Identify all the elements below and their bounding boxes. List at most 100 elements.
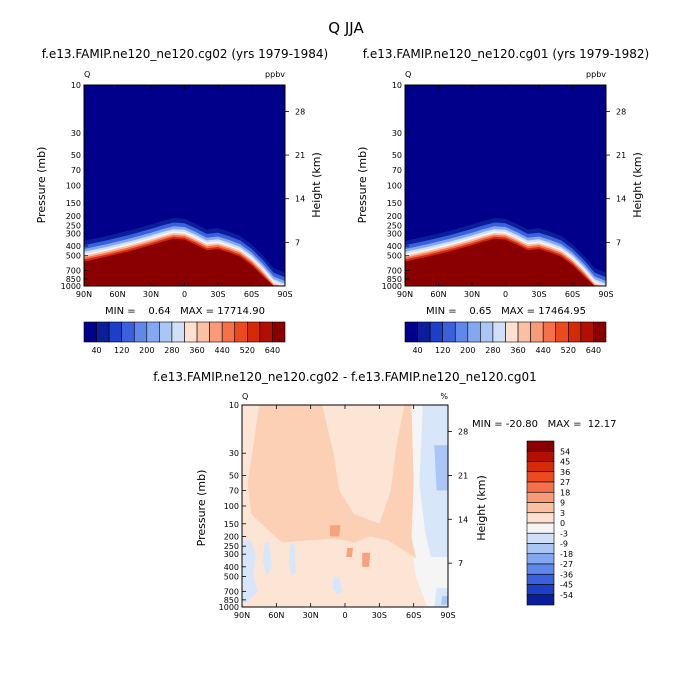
panel-diff-ytick-label: 150	[224, 520, 239, 529]
panel-a-ytick-label: 200	[66, 212, 81, 221]
panel-a-xtick-label: 90N	[76, 290, 92, 299]
panel-diff-colorbar-label: 18	[560, 488, 570, 497]
panel-b-ytick-label: 250	[387, 221, 402, 230]
panel-b-colorbar-swatch	[542, 321, 557, 343]
panel-diff-height-tick-label: 14	[458, 515, 468, 524]
panel-a-colorbar-label: 640	[265, 346, 280, 355]
panel-a-frame	[83, 84, 286, 287]
panel-diff-colorbar-swatch	[526, 491, 555, 503]
panel-a-xtick-label: 30S	[210, 290, 225, 299]
panel-diff-frame	[241, 404, 449, 608]
panel-b-xtick-label: 30S	[531, 290, 546, 299]
panel-b-ytick-label: 400	[387, 242, 402, 251]
panel-diff-contour-region	[288, 544, 296, 577]
panel-a-colorbar-label: 40	[91, 346, 101, 355]
panel-diff-ytick-label: 300	[224, 550, 239, 559]
panel-a-colorbar-label: 520	[240, 346, 255, 355]
panel-b-colorbar-swatch	[429, 321, 443, 343]
panel-b-ytick-label: 700	[387, 266, 402, 275]
panel-diff-colorbar-swatch	[526, 532, 555, 544]
panel-diff-contour-region	[262, 542, 272, 577]
panel-a-ytick-label: 400	[66, 242, 81, 251]
panel-a-ytick-label: 500	[66, 252, 81, 261]
panel-a-colorbar-label: 200	[139, 346, 154, 355]
panel-a-y2label: Height (km)	[310, 152, 323, 218]
panel-diff-colorbar-swatch	[526, 563, 555, 575]
panel-b-colorbar-label: 360	[510, 346, 525, 355]
panel-a-ylabel: Pressure (mb)	[35, 147, 48, 224]
panel-diff-left-label: Q	[242, 392, 248, 401]
panel-b-title: f.e13.FAMIP.ne120_ne120.cg01 (yrs 1979-1…	[363, 47, 650, 61]
panel-diff-y2label: Height (km)	[475, 475, 488, 541]
panel-a-stats: MIN = 0.64 MAX = 17714.90	[105, 306, 265, 317]
panel-b-colorbar: 40 120 200 280 360 440 520 640	[404, 321, 607, 355]
panel-diff-contour-region	[242, 540, 258, 603]
panel-diff-colorbar-swatch	[526, 553, 555, 565]
panel-diff-xtick-label: 0	[342, 611, 347, 620]
panel-b-colorbar-label: 520	[561, 346, 576, 355]
panel-diff-colorbar-swatch	[526, 594, 555, 606]
panel-a-xtick-label: 60S	[244, 290, 259, 299]
panel-diff-stats: MIN = -20.80 MAX = 12.17	[472, 419, 616, 430]
panel-b-y2label: Height (km)	[631, 152, 644, 218]
panel-b-colorbar-swatch	[580, 321, 594, 343]
panel-a-colorbar-swatch	[83, 321, 97, 343]
panel-diff-contour-region	[330, 525, 341, 537]
panel-a-plot-area	[84, 85, 285, 286]
panel-b-colorbar-swatch	[417, 321, 431, 343]
panel-b-xtick-label: 30N	[464, 290, 480, 299]
panel-b-frame	[404, 84, 607, 287]
panel-a-height-tick-label: 7	[295, 238, 300, 247]
panel-b-colorbar-swatch	[530, 321, 544, 343]
panel-a-ytick-label: 300	[66, 229, 81, 238]
panel-b-colorbar-label: 40	[412, 346, 422, 355]
panel-diff-xtick-label: 30S	[372, 611, 387, 620]
panel-b-height-tick-label: 7	[616, 238, 621, 247]
panel-a-xtick-label: 90S	[277, 290, 292, 299]
panel-diff-plot-area	[242, 405, 448, 607]
panel-a-ytick-label: 10	[71, 81, 81, 90]
panel-diff-colorbar-label: 3	[560, 509, 565, 518]
panel-a-colorbar-label: 440	[215, 346, 230, 355]
panel-diff-colorbar-label: -27	[560, 560, 573, 569]
panel-b-ytick-label: 30	[392, 129, 402, 138]
panel-diff: f.e13.FAMIP.ne120_ne120.cg02 - f.e13.FAM…	[153, 370, 616, 620]
panel-diff-colorbar-swatch	[526, 512, 555, 524]
panel-a-right-label: ppbv	[265, 70, 285, 79]
panel-diff-colorbar-label: -9	[560, 540, 568, 549]
panel-a-xtick-label: 60N	[109, 290, 125, 299]
panel-diff-colorbar-swatch	[526, 440, 555, 452]
panel-b-xtick-label: 60N	[430, 290, 446, 299]
panel-b-colorbar-label: 200	[460, 346, 475, 355]
panel-diff-colorbar-swatch	[526, 450, 555, 462]
panel-a: f.e13.FAMIP.ne120_ne120.cg02 (yrs 1979-1…	[35, 47, 328, 355]
panel-a-xtick-label: 0	[182, 290, 187, 299]
panel-diff-height-tick-label: 7	[458, 559, 463, 568]
panel-diff-xtick-label: 90N	[234, 611, 250, 620]
panel-diff-ytick-label: 100	[224, 502, 239, 511]
panel-b-ytick-label: 1000	[382, 282, 402, 291]
panel-a-colorbar-swatch	[159, 321, 173, 343]
panel-diff-xtick-label: 30N	[303, 611, 319, 620]
panel-diff-ytick-label: 200	[224, 532, 239, 541]
panel-b-ytick-label: 200	[387, 212, 402, 221]
panel-a-ytick-label: 700	[66, 266, 81, 275]
panel-diff-ytick-label: 1000	[219, 603, 239, 612]
panel-a-height-tick-label: 21	[295, 151, 305, 160]
panel-b-colorbar-swatch	[568, 321, 582, 343]
panel-b-xtick-label: 90S	[598, 290, 613, 299]
panel-diff-colorbar-label: -36	[560, 570, 573, 579]
panel-a-colorbar-label: 280	[164, 346, 179, 355]
panel-a-ytick-label: 850	[66, 275, 81, 284]
panel-a-colorbar-swatch	[247, 321, 261, 343]
panel-b-contour-band	[405, 238, 606, 286]
panel-b-ytick-label: 150	[387, 199, 402, 208]
panel-b-left-label: Q	[405, 70, 411, 79]
panel-a-colorbar-swatch	[259, 321, 273, 343]
panel-a-contour-band	[84, 238, 285, 286]
panel-a-colorbar-swatch	[96, 321, 110, 343]
panel-diff-contour-region	[441, 596, 448, 605]
panel-diff-height-tick-label: 21	[458, 471, 468, 480]
panel-diff-colorbar-label: -54	[560, 591, 573, 600]
